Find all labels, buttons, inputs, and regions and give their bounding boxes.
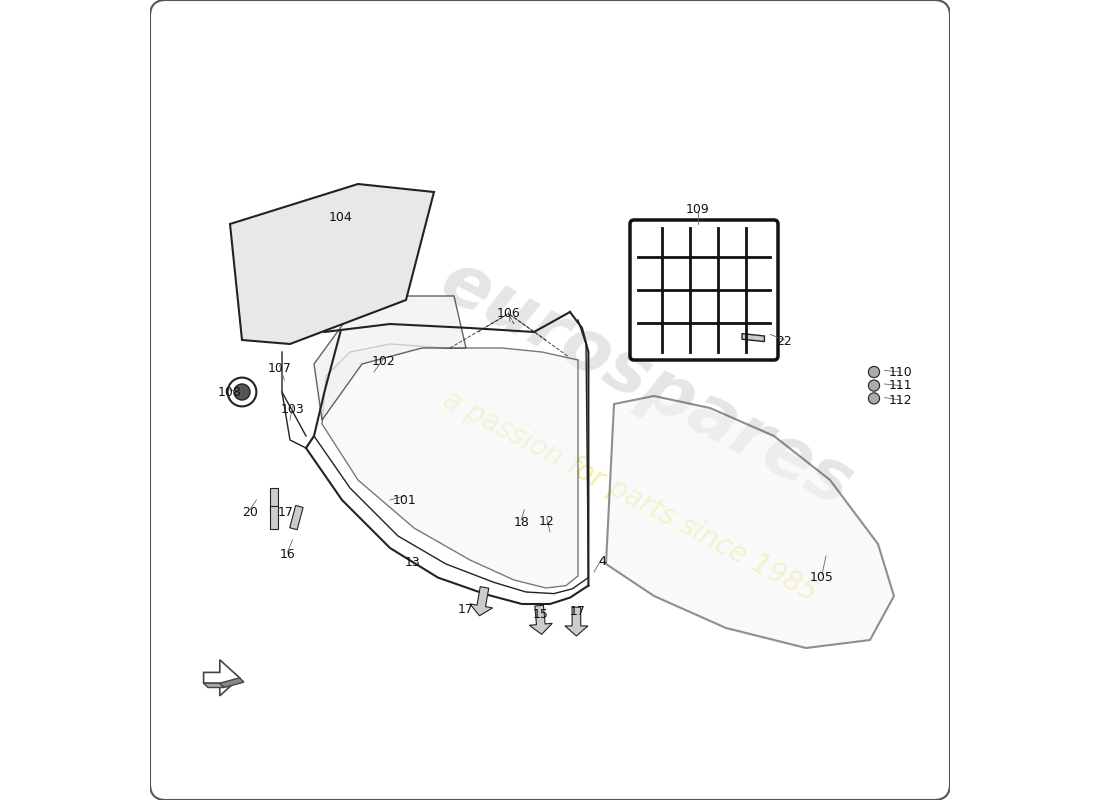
Text: 15: 15 [532, 608, 548, 621]
Text: eurospares: eurospares [428, 246, 864, 522]
Text: 103: 103 [280, 403, 305, 416]
Text: 107: 107 [267, 362, 292, 374]
Polygon shape [271, 489, 278, 511]
Text: 105: 105 [810, 571, 834, 584]
Polygon shape [565, 607, 587, 636]
Text: 102: 102 [372, 355, 396, 368]
Polygon shape [314, 296, 466, 420]
Polygon shape [322, 344, 578, 588]
Polygon shape [606, 396, 894, 648]
Text: 101: 101 [393, 494, 416, 506]
Text: 108: 108 [218, 386, 242, 398]
Text: 17: 17 [458, 603, 474, 616]
Text: 106: 106 [496, 307, 520, 320]
Circle shape [868, 380, 880, 391]
Polygon shape [204, 683, 224, 687]
Polygon shape [204, 660, 240, 696]
Text: 109: 109 [686, 203, 710, 216]
Text: 18: 18 [514, 516, 529, 529]
Circle shape [868, 366, 880, 378]
Text: 111: 111 [889, 379, 912, 392]
Text: 22: 22 [777, 335, 792, 348]
Polygon shape [230, 184, 434, 344]
Polygon shape [470, 586, 493, 616]
Text: 16: 16 [279, 548, 296, 561]
Text: a passion for parts since 1985: a passion for parts since 1985 [438, 385, 822, 607]
Text: 112: 112 [889, 394, 912, 406]
Polygon shape [220, 678, 244, 687]
Text: 13: 13 [405, 556, 420, 569]
Text: 17: 17 [570, 605, 585, 618]
Text: 17: 17 [278, 506, 294, 518]
FancyBboxPatch shape [630, 220, 778, 360]
FancyBboxPatch shape [150, 0, 950, 800]
Polygon shape [529, 606, 552, 634]
Circle shape [234, 384, 250, 400]
Text: 104: 104 [329, 211, 352, 224]
Text: 110: 110 [889, 366, 912, 378]
Polygon shape [742, 334, 764, 342]
Text: 20: 20 [242, 506, 257, 518]
Polygon shape [271, 506, 278, 529]
Circle shape [868, 393, 880, 404]
Text: 12: 12 [539, 515, 554, 528]
Text: 4: 4 [598, 555, 606, 568]
Polygon shape [289, 506, 304, 530]
